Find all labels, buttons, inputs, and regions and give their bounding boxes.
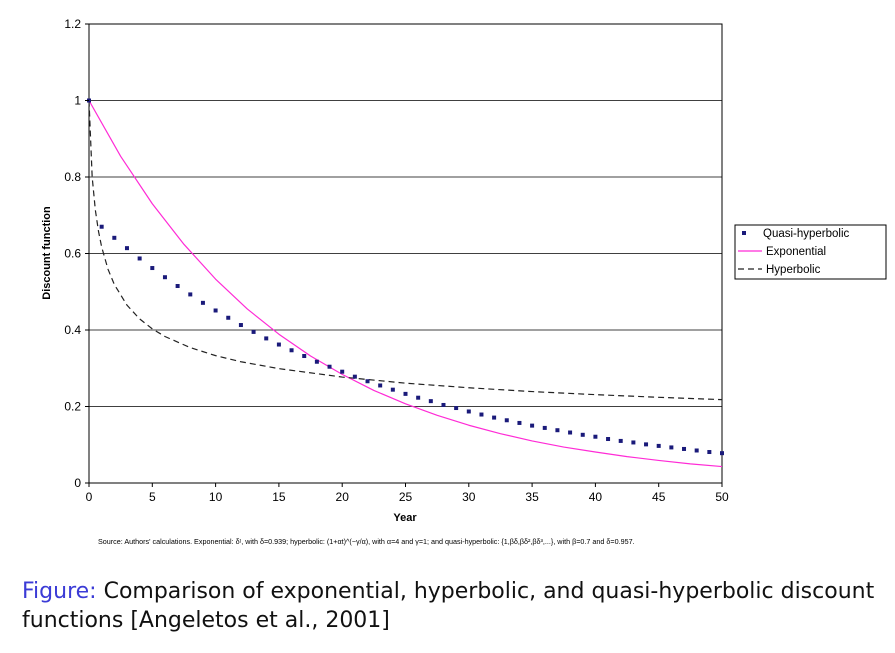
point-quasi-hyperbolic: [124, 246, 129, 251]
point-quasi-hyperbolic: [352, 374, 357, 379]
x-tick-label: 35: [525, 490, 539, 504]
x-axis-title: Year: [393, 512, 417, 524]
y-tick-label: 0.4: [64, 323, 81, 337]
point-quasi-hyperbolic: [200, 300, 205, 305]
caption-lead: Figure:: [22, 579, 97, 604]
legend-label-hyperbolic: Hyperbolic: [766, 264, 821, 276]
x-tick-label: 40: [589, 490, 603, 504]
point-quasi-hyperbolic: [226, 315, 231, 320]
point-quasi-hyperbolic: [188, 292, 193, 297]
point-quasi-hyperbolic: [289, 348, 294, 353]
x-tick-label: 0: [86, 490, 93, 504]
point-quasi-hyperbolic: [416, 395, 421, 400]
x-tick-label: 50: [715, 490, 729, 504]
point-quasi-hyperbolic: [365, 379, 370, 384]
point-quasi-hyperbolic: [517, 420, 522, 425]
point-quasi-hyperbolic: [492, 415, 497, 420]
point-quasi-hyperbolic: [466, 409, 471, 414]
legend: Quasi-hyperbolic Exponential Hyperbolic: [734, 224, 887, 280]
source-note: Source: Authors' calculations. Exponenti…: [98, 537, 635, 546]
gridlines: [89, 100, 722, 407]
x-tick-label: 25: [399, 490, 413, 504]
point-quasi-hyperbolic: [631, 440, 636, 445]
x-tick-label: 45: [652, 490, 666, 504]
point-quasi-hyperbolic: [441, 402, 446, 407]
point-quasi-hyperbolic: [682, 446, 687, 451]
point-quasi-hyperbolic: [175, 284, 180, 289]
y-tick-label: 0.2: [64, 400, 81, 414]
line-hyperbolic: [88, 100, 723, 401]
y-tick-label: 0: [74, 476, 81, 490]
point-quasi-hyperbolic: [99, 224, 104, 229]
caption-text: Comparison of exponential, hyperbolic, a…: [22, 579, 875, 633]
point-quasi-hyperbolic: [707, 450, 712, 455]
point-quasi-hyperbolic: [644, 442, 649, 447]
point-quasi-hyperbolic: [720, 451, 724, 456]
chart: 0 0.2 0.4 0.6 0.8 1 1.2 0 5 10 15 20 25 30 35 40 45 50 Ye…: [41, 17, 887, 524]
point-quasi-hyperbolic: [327, 364, 332, 369]
line-exponential: [88, 100, 723, 468]
y-tick-label: 1: [74, 94, 81, 108]
point-quasi-hyperbolic: [606, 437, 611, 442]
series-layer: [87, 98, 724, 468]
y-tick-label: 0.6: [64, 247, 81, 261]
point-quasi-hyperbolic: [213, 308, 218, 313]
point-quasi-hyperbolic: [669, 445, 674, 450]
point-quasi-hyperbolic: [454, 406, 459, 411]
point-quasi-hyperbolic: [504, 418, 509, 423]
point-quasi-hyperbolic: [403, 391, 408, 396]
x-tick-label: 30: [462, 490, 476, 504]
point-quasi-hyperbolic: [428, 399, 433, 404]
point-quasi-hyperbolic: [378, 383, 383, 388]
tick-labels: 0 0.2 0.4 0.6 0.8 1 1.2 0 5 10 15 20 25 30 35 40 45 50: [64, 17, 729, 504]
point-quasi-hyperbolic: [150, 266, 155, 271]
point-quasi-hyperbolic: [137, 256, 142, 261]
x-tick-label: 15: [272, 490, 286, 504]
point-quasi-hyperbolic: [112, 235, 117, 240]
point-quasi-hyperbolic: [390, 387, 395, 392]
point-quasi-hyperbolic: [593, 434, 598, 439]
y-axis-title: Discount function: [41, 206, 53, 300]
point-quasi-hyperbolic: [542, 425, 547, 430]
legend-marker-quasi-hyperbolic: [742, 231, 746, 235]
x-tick-label: 5: [149, 490, 156, 504]
x-tick-label: 20: [336, 490, 350, 504]
point-quasi-hyperbolic: [238, 323, 243, 328]
point-quasi-hyperbolic: [555, 428, 560, 433]
point-quasi-hyperbolic: [340, 369, 345, 374]
point-quasi-hyperbolic: [568, 430, 573, 435]
y-tick-label: 1.2: [64, 17, 81, 31]
point-quasi-hyperbolic: [302, 354, 307, 359]
legend-box: [734, 224, 887, 280]
point-quasi-hyperbolic: [251, 329, 256, 334]
point-quasi-hyperbolic: [479, 412, 484, 417]
point-quasi-hyperbolic: [580, 432, 585, 437]
y-tick-label: 0.8: [64, 170, 81, 184]
point-quasi-hyperbolic: [618, 438, 623, 443]
point-quasi-hyperbolic: [694, 448, 699, 453]
point-quasi-hyperbolic: [162, 275, 167, 280]
point-quasi-hyperbolic: [276, 342, 281, 347]
x-tick-label: 10: [209, 490, 223, 504]
point-quasi-hyperbolic: [656, 443, 661, 448]
figure-caption: Figure: Comparison of exponential, hyper…: [22, 577, 882, 635]
point-quasi-hyperbolic: [314, 359, 319, 364]
legend-label-exponential: Exponential: [766, 246, 826, 258]
legend-label-quasi-hyperbolic: Quasi-hyperbolic: [763, 228, 850, 240]
point-quasi-hyperbolic: [264, 336, 269, 341]
point-quasi-hyperbolic: [530, 423, 535, 428]
